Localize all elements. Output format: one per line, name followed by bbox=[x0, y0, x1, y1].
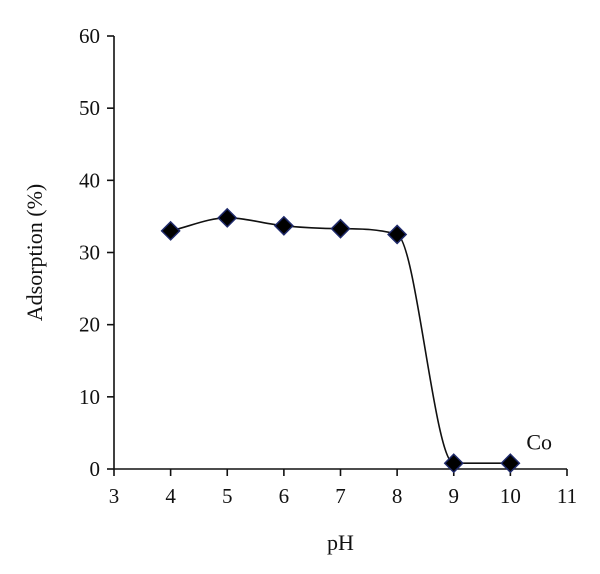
markers bbox=[160, 207, 521, 474]
ticks bbox=[107, 35, 568, 476]
x-tick-label-7: 7 bbox=[335, 484, 346, 508]
y-tick-label-50: 50 bbox=[79, 96, 100, 120]
y-axis-title: Adsorption (%) bbox=[22, 184, 47, 321]
y-tick-label-30: 30 bbox=[79, 241, 100, 265]
axes bbox=[113, 36, 567, 470]
data-point-ph-6 bbox=[273, 215, 294, 236]
series-annotation-co: Co bbox=[526, 430, 552, 455]
data-point-ph-5 bbox=[217, 207, 238, 228]
y-tick-label-40: 40 bbox=[79, 168, 100, 192]
fit-curve bbox=[170, 217, 511, 465]
data-point-ph-7 bbox=[330, 218, 351, 239]
data-point-ph-4 bbox=[160, 220, 181, 241]
x-tick-label-6: 6 bbox=[279, 484, 290, 508]
y-tick-label-10: 10 bbox=[79, 385, 100, 409]
y-tick-label-20: 20 bbox=[79, 313, 100, 337]
x-tick-label-4: 4 bbox=[165, 484, 176, 508]
x-tick-label-5: 5 bbox=[222, 484, 233, 508]
y-tick-label-60: 60 bbox=[79, 24, 100, 48]
y-tick-label-0: 0 bbox=[90, 457, 101, 481]
data-point-ph-8 bbox=[387, 224, 408, 245]
data-point-ph-9 bbox=[443, 453, 464, 474]
x-tick-label-3: 3 bbox=[109, 484, 120, 508]
axis-frame bbox=[113, 36, 567, 470]
x-axis-title: pH bbox=[327, 530, 354, 555]
curve-layer bbox=[170, 217, 511, 465]
x-tick-label-10: 10 bbox=[500, 484, 521, 508]
x-tick-label-9: 9 bbox=[449, 484, 460, 508]
tick-labels: 3 4 5 6 7 8 9 10 11 0 10 20 30 40 50 60 bbox=[79, 24, 577, 508]
x-tick-label-11: 11 bbox=[557, 484, 577, 508]
data-point-ph-10 bbox=[500, 453, 521, 474]
x-tick-label-8: 8 bbox=[392, 484, 403, 508]
